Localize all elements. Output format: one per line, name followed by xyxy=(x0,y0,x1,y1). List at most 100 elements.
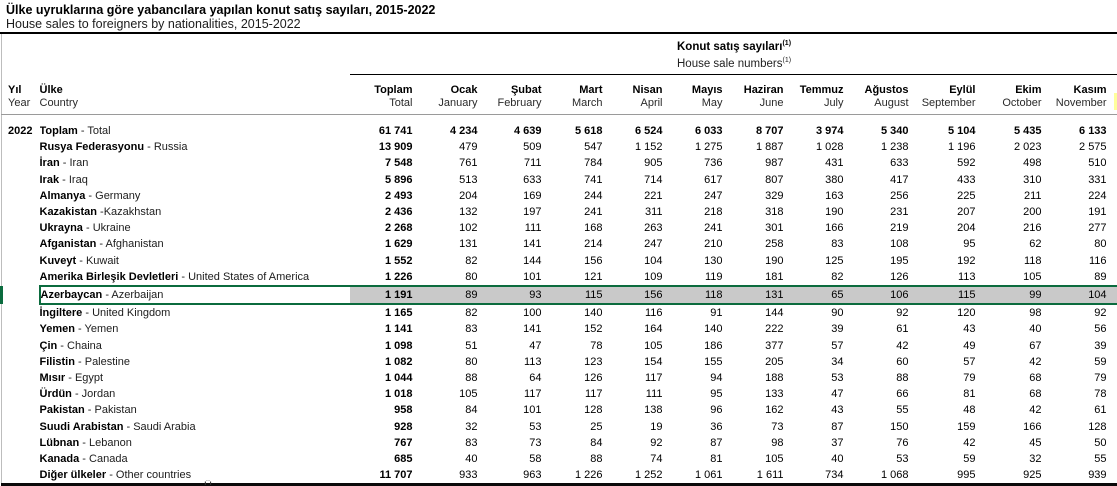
value-cell[interactable]: 331 xyxy=(1042,172,1117,188)
country-cell[interactable]: Ukrayna - Ukraine xyxy=(40,220,350,236)
value-cell[interactable]: 39 xyxy=(1042,338,1117,354)
value-cell[interactable]: 141 xyxy=(478,236,542,252)
value-cell[interactable]: 126 xyxy=(844,269,909,286)
value-cell[interactable]: 37 xyxy=(784,435,844,451)
value-cell[interactable]: 1 629 xyxy=(350,236,413,252)
value-cell[interactable]: 109 xyxy=(603,269,663,286)
value-cell[interactable]: 150 xyxy=(844,419,909,435)
value-cell[interactable]: 155 xyxy=(663,354,723,370)
country-cell[interactable]: Ürdün - Jordan xyxy=(40,386,350,402)
value-cell[interactable]: 55 xyxy=(1042,451,1117,467)
value-cell[interactable]: 105 xyxy=(976,269,1042,286)
value-cell[interactable]: 617 xyxy=(663,172,723,188)
value-cell[interactable]: 186 xyxy=(663,338,723,354)
value-cell[interactable]: 301 xyxy=(723,220,784,236)
country-cell[interactable]: Azerbaycan - Azerbaijan xyxy=(40,286,350,304)
value-cell[interactable]: 190 xyxy=(723,253,784,269)
value-cell[interactable]: 117 xyxy=(603,370,663,386)
value-cell[interactable]: 55 xyxy=(844,402,909,418)
value-cell[interactable]: 433 xyxy=(909,172,976,188)
value-cell[interactable]: 431 xyxy=(784,155,844,171)
value-cell[interactable]: 1 068 xyxy=(844,467,909,485)
value-cell[interactable]: 68 xyxy=(976,386,1042,402)
value-cell[interactable]: 1 098 xyxy=(350,338,413,354)
value-cell[interactable]: 87 xyxy=(663,435,723,451)
value-cell[interactable]: 191 xyxy=(1042,204,1117,220)
value-cell[interactable]: 1 552 xyxy=(350,253,413,269)
value-cell[interactable]: 32 xyxy=(976,451,1042,467)
value-cell[interactable]: 329 xyxy=(723,188,784,204)
value-cell[interactable]: 1 165 xyxy=(350,304,413,321)
value-cell[interactable]: 205 xyxy=(723,354,784,370)
value-cell[interactable]: 59 xyxy=(909,451,976,467)
value-cell[interactable]: 40 xyxy=(784,451,844,467)
value-cell[interactable]: 224 xyxy=(1042,188,1117,204)
value-cell[interactable]: 263 xyxy=(603,220,663,236)
value-cell[interactable]: 47 xyxy=(784,386,844,402)
value-cell[interactable]: 144 xyxy=(478,253,542,269)
value-cell[interactable]: 118 xyxy=(663,286,723,304)
value-cell[interactable]: 417 xyxy=(844,172,909,188)
value-cell[interactable]: 133 xyxy=(723,386,784,402)
value-cell[interactable]: 3 974 xyxy=(784,123,844,139)
value-cell[interactable]: 64 xyxy=(478,370,542,386)
value-cell[interactable]: 2 023 xyxy=(976,139,1042,155)
value-cell[interactable]: 140 xyxy=(542,304,603,321)
value-cell[interactable]: 2 268 xyxy=(350,220,413,236)
value-cell[interactable]: 92 xyxy=(1042,304,1117,321)
country-cell[interactable]: Diğer ülkeler - Other countries xyxy=(40,467,350,485)
value-cell[interactable]: 188 xyxy=(723,370,784,386)
value-cell[interactable]: 82 xyxy=(413,304,478,321)
value-cell[interactable]: 89 xyxy=(1042,269,1117,286)
value-cell[interactable]: 84 xyxy=(413,402,478,418)
value-cell[interactable]: 207 xyxy=(909,204,976,220)
value-cell[interactable]: 53 xyxy=(784,370,844,386)
value-cell[interactable]: 1 028 xyxy=(784,139,844,155)
value-cell[interactable]: 53 xyxy=(478,419,542,435)
value-cell[interactable]: 80 xyxy=(413,354,478,370)
value-cell[interactable]: 98 xyxy=(976,304,1042,321)
value-cell[interactable]: 131 xyxy=(413,236,478,252)
value-cell[interactable]: 247 xyxy=(603,236,663,252)
value-cell[interactable]: 100 xyxy=(478,304,542,321)
value-cell[interactable]: 56 xyxy=(1042,321,1117,337)
value-cell[interactable]: 190 xyxy=(784,204,844,220)
country-cell[interactable]: Rusya Federasyonu - Russia xyxy=(40,139,350,155)
value-cell[interactable]: 117 xyxy=(478,386,542,402)
value-cell[interactable]: 197 xyxy=(478,204,542,220)
value-cell[interactable]: 42 xyxy=(909,435,976,451)
value-cell[interactable]: 68 xyxy=(976,370,1042,386)
country-cell[interactable]: Kanada - Canada xyxy=(40,451,350,467)
value-cell[interactable]: 83 xyxy=(413,321,478,337)
value-cell[interactable]: 60 xyxy=(844,354,909,370)
value-cell[interactable]: 377 xyxy=(723,338,784,354)
value-cell[interactable]: 241 xyxy=(663,220,723,236)
value-cell[interactable]: 987 xyxy=(723,155,784,171)
value-cell[interactable]: 5 896 xyxy=(350,172,413,188)
value-cell[interactable]: 163 xyxy=(784,188,844,204)
value-cell[interactable]: 1 238 xyxy=(844,139,909,155)
value-cell[interactable]: 95 xyxy=(663,386,723,402)
value-cell[interactable]: 152 xyxy=(542,321,603,337)
value-cell[interactable]: 105 xyxy=(723,451,784,467)
value-cell[interactable]: 101 xyxy=(478,269,542,286)
value-cell[interactable]: 81 xyxy=(909,386,976,402)
value-cell[interactable]: 633 xyxy=(844,155,909,171)
value-cell[interactable]: 88 xyxy=(542,451,603,467)
value-cell[interactable]: 104 xyxy=(603,253,663,269)
value-cell[interactable]: 1 226 xyxy=(542,467,603,485)
value-cell[interactable]: 83 xyxy=(784,236,844,252)
country-cell[interactable]: Toplam - Total xyxy=(40,123,350,139)
value-cell[interactable]: 61 xyxy=(844,321,909,337)
value-cell[interactable]: 277 xyxy=(1042,220,1117,236)
value-cell[interactable]: 138 xyxy=(603,402,663,418)
value-cell[interactable]: 141 xyxy=(478,321,542,337)
value-cell[interactable]: 7 548 xyxy=(350,155,413,171)
value-cell[interactable]: 195 xyxy=(844,253,909,269)
